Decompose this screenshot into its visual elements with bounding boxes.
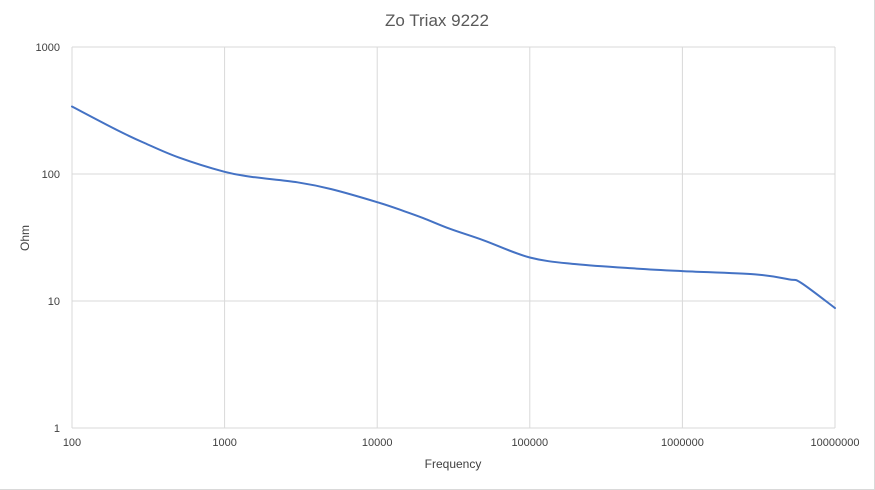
x-tick-label: 100000: [511, 437, 548, 449]
x-tick-label: 10000000: [811, 437, 860, 449]
chart-title: Zo Triax 9222: [385, 11, 489, 30]
y-tick-label: 10: [48, 296, 60, 308]
y-tick-label: 100: [42, 169, 60, 181]
x-axis-ticks: 100 1000 10000 100000 1000000 10000000: [63, 437, 860, 449]
series-line: [71, 105, 836, 310]
vertical-gridlines: [71, 47, 836, 428]
x-tick-label: 1000000: [661, 437, 704, 449]
y-tick-label: 1: [54, 423, 60, 435]
x-tick-label: 100: [63, 437, 81, 449]
x-axis-label: Frequency: [425, 457, 482, 471]
y-axis-ticks: 1 10 100 1000: [36, 42, 60, 435]
x-tick-label: 1000: [212, 437, 236, 449]
horizontal-gridlines: [72, 46, 835, 429]
series-layer: [71, 105, 836, 310]
y-tick-label: 1000: [36, 42, 60, 54]
y-axis-label: Ohm: [18, 225, 32, 251]
x-tick-label: 10000: [362, 437, 393, 449]
